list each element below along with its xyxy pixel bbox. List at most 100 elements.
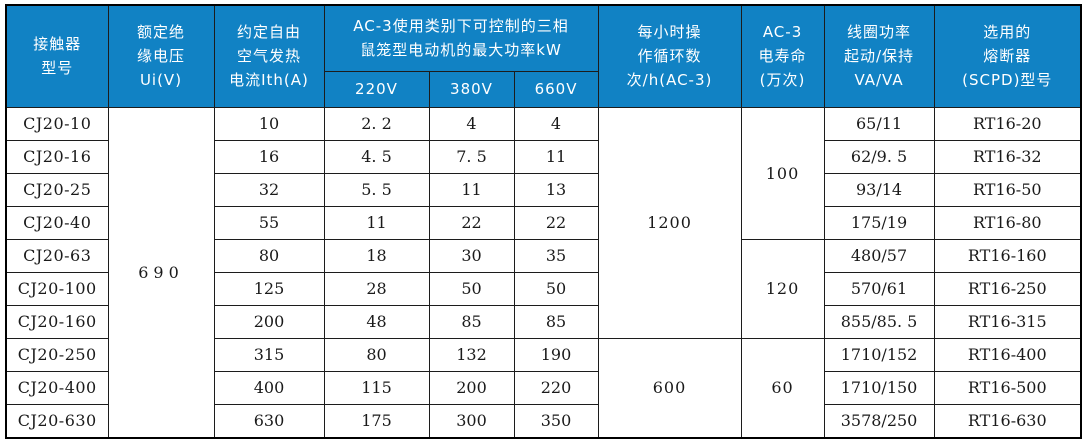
table-header: 接触器 型号 额定绝 缘电压 Ui(V) 约定自由 空气发热 电流Ith(A) … — [5, 4, 1082, 108]
cell-coil: 855/85. 5 — [823, 304, 935, 339]
table-row: CJ20-25 32 5. 5 11 13 93/14 RT16-50 — [5, 172, 1082, 207]
header-model: 接触器 型号 — [5, 4, 109, 108]
header-kw660: 660V — [513, 70, 599, 108]
header-life: AC-3 电寿命 (万次) — [740, 4, 825, 108]
cell-kw660: 220 — [513, 370, 599, 405]
cell-coil: 570/61 — [823, 271, 935, 306]
table-row: CJ20-40 55 11 22 22 175/19 RT16-80 — [5, 205, 1082, 240]
cell-kw380: 200 — [428, 370, 515, 405]
cell-kw220: 175 — [323, 403, 430, 438]
cell-kw660: 22 — [513, 205, 599, 240]
cell-kw380: 132 — [428, 337, 515, 372]
cell-kw380: 4 — [428, 106, 515, 141]
cell-kw220: 5. 5 — [323, 172, 430, 207]
cell-coil: 65/11 — [823, 106, 935, 141]
cell-kw220: 11 — [323, 205, 430, 240]
table-row: CJ20-400 400 115 200 220 1710/150 RT16-500 — [5, 370, 1082, 405]
cell-ith: 32 — [213, 172, 325, 207]
cell-ith: 125 — [213, 271, 325, 306]
cell-fuse: RT16-50 — [933, 172, 1082, 207]
table-row: CJ20-10 690 10 2. 2 4 4 1200 100 65/11 RT16-20 — [5, 106, 1082, 438]
cell-model: CJ20-63 — [5, 238, 109, 273]
cell-ith: 55 — [213, 205, 325, 240]
cell-coil: 62/9. 5 — [823, 139, 935, 174]
contactor-spec-table: 接触器 型号 额定绝 缘电压 Ui(V) 约定自由 空气发热 电流Ith(A) … — [5, 4, 1083, 439]
header-ui: 额定绝 缘电压 Ui(V) — [107, 4, 215, 108]
cell-kw660: 85 — [513, 304, 599, 339]
header-kw220: 220V — [323, 70, 430, 108]
cell-life: 100 — [740, 106, 825, 240]
header-cycles: 每小时操 作循环数 次/h(AC-3) — [597, 4, 742, 108]
cell-life: 60 — [740, 337, 825, 438]
cell-life: 120 — [740, 238, 825, 339]
cell-fuse: RT16-20 — [933, 106, 1082, 141]
cell-fuse: RT16-250 — [933, 271, 1082, 306]
cell-model: CJ20-25 — [5, 172, 109, 207]
cell-kw220: 2. 2 — [323, 106, 430, 141]
cell-kw380: 300 — [428, 403, 515, 438]
cell-kw220: 4. 5 — [323, 139, 430, 174]
cell-kw380: 11 — [428, 172, 515, 207]
cell-fuse: RT16-32 — [933, 139, 1082, 174]
cell-kw660: 4 — [513, 106, 599, 141]
cell-coil: 3578/250 — [823, 403, 935, 438]
cell-model: CJ20-630 — [5, 403, 109, 438]
cell-kw380: 85 — [428, 304, 515, 339]
cell-kw380: 30 — [428, 238, 515, 273]
cell-fuse: RT16-315 — [933, 304, 1082, 339]
cell-ith: 16 — [213, 139, 325, 174]
cell-kw660: 350 — [513, 403, 599, 438]
cell-kw220: 80 — [323, 337, 430, 372]
cell-coil: 480/57 — [823, 238, 935, 273]
table-row: CJ20-100 125 28 50 50 570/61 RT16-250 — [5, 271, 1082, 306]
cell-model: CJ20-16 — [5, 139, 109, 174]
cell-kw660: 190 — [513, 337, 599, 372]
cell-kw660: 11 — [513, 139, 599, 174]
cell-coil: 175/19 — [823, 205, 935, 240]
cell-kw380: 7. 5 — [428, 139, 515, 174]
cell-model: CJ20-250 — [5, 337, 109, 372]
cell-model: CJ20-400 — [5, 370, 109, 405]
table-row: CJ20-630 630 175 300 350 3578/250 RT16-630 — [5, 403, 1082, 438]
cell-fuse: RT16-160 — [933, 238, 1082, 273]
cell-cycles: 1200 — [597, 106, 742, 339]
header-kw-group: AC-3使用类别下可控制的三相 鼠笼型电动机的最大功率kW — [323, 4, 599, 72]
cell-kw660: 35 — [513, 238, 599, 273]
cell-ith: 200 — [213, 304, 325, 339]
cell-fuse: RT16-630 — [933, 403, 1082, 438]
cell-ith: 630 — [213, 403, 325, 438]
cell-kw220: 48 — [323, 304, 430, 339]
header-row-sub: 220V 380V 660V — [6, 70, 1081, 108]
cell-ith: 10 — [213, 106, 325, 141]
cell-kw220: 28 — [323, 271, 430, 306]
table-row: CJ20-16 16 4. 5 7. 5 11 62/9. 5 RT16-32 — [5, 139, 1082, 174]
cell-kw660: 50 — [513, 271, 599, 306]
header-kw380: 380V — [428, 70, 515, 108]
header-ith: 约定自由 空气发热 电流Ith(A) — [213, 4, 325, 108]
cell-ith: 315 — [213, 337, 325, 372]
cell-model: CJ20-100 — [5, 271, 109, 306]
cell-coil: 1710/150 — [823, 370, 935, 405]
cell-ith: 80 — [213, 238, 325, 273]
cell-model: CJ20-10 — [5, 106, 109, 141]
cell-coil: 1710/152 — [823, 337, 935, 372]
header-coil: 线圈功率 起动/保持 VA/VA — [823, 4, 935, 108]
cell-kw380: 50 — [428, 271, 515, 306]
cell-model: CJ20-40 — [5, 205, 109, 240]
table-body: CJ20-10 690 10 2. 2 4 4 1200 100 65/11 RT16-20 CJ2… — [5, 106, 1082, 438]
cell-cycles: 600 — [597, 337, 742, 438]
header-fuse: 选用的 熔断器 (SCPD)型号 — [933, 4, 1082, 108]
table-row: CJ20-250 315 80 132 190 600 60 1710/152 RT16-400 — [5, 337, 1082, 438]
cell-model: CJ20-160 — [5, 304, 109, 339]
cell-kw220: 115 — [323, 370, 430, 405]
header-row-top: 接触器 型号 额定绝 缘电压 Ui(V) 约定自由 空气发热 电流Ith(A) … — [5, 4, 1082, 108]
cell-fuse: RT16-500 — [933, 370, 1082, 405]
cell-kw220: 18 — [323, 238, 430, 273]
cell-fuse: RT16-400 — [933, 337, 1082, 372]
cell-coil: 93/14 — [823, 172, 935, 207]
cell-ith: 400 — [213, 370, 325, 405]
cell-fuse: RT16-80 — [933, 205, 1082, 240]
cell-kw380: 22 — [428, 205, 515, 240]
cell-ui: 690 — [107, 106, 215, 438]
